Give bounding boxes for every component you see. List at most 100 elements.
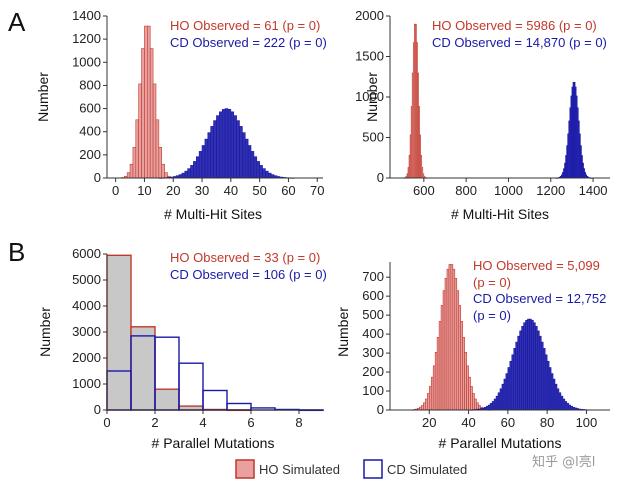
y-tick-label: 5000 bbox=[72, 272, 101, 287]
panel-label-b: B bbox=[8, 237, 25, 267]
series-cd bbox=[555, 81, 593, 179]
bar bbox=[259, 165, 263, 179]
annotation-ho: HO Observed = 33 (p = 0) bbox=[170, 250, 320, 265]
chart-a-left: 0 200 400 600 800 1000 1200 1400 0 10 20 30 40 50 60 70… bbox=[35, 8, 327, 222]
bar bbox=[233, 115, 237, 179]
bar bbox=[224, 108, 229, 179]
bar bbox=[138, 83, 142, 179]
x-tick-label: 60 bbox=[501, 415, 515, 430]
x-axis-label: # Multi-Hit Sites bbox=[164, 206, 262, 222]
bar bbox=[515, 341, 518, 411]
series-ho bbox=[403, 23, 428, 179]
y-axis-label: Number bbox=[37, 307, 53, 357]
chart-b-left: 0 1000 2000 3000 4000 5000 6000 0 2 4 6 8 # Parallel… bbox=[37, 246, 327, 451]
bar bbox=[158, 147, 163, 179]
bar bbox=[178, 362, 204, 411]
bar bbox=[491, 401, 495, 411]
x-tick-label: 1000 bbox=[494, 183, 523, 198]
x-tick-label: 70 bbox=[310, 183, 324, 198]
annotation-cd: (p = 0) bbox=[473, 308, 511, 323]
legend-cd-label: CD Simulated bbox=[387, 462, 467, 477]
x-tick-label: 800 bbox=[455, 183, 477, 198]
bar bbox=[230, 111, 235, 179]
y-tick-label: 1200 bbox=[72, 31, 101, 46]
bar bbox=[239, 126, 243, 179]
annotation-ho: HO Observed = 61 (p = 0) bbox=[170, 18, 320, 33]
bar bbox=[204, 138, 209, 179]
bar bbox=[242, 132, 246, 179]
bar bbox=[207, 132, 211, 179]
y-tick-label: 1500 bbox=[355, 49, 384, 64]
x-tick-label: 100 bbox=[576, 415, 598, 430]
bar bbox=[542, 348, 546, 411]
bar bbox=[537, 330, 540, 411]
legend-cd-swatch bbox=[363, 459, 383, 479]
bar bbox=[187, 168, 191, 179]
bar bbox=[149, 48, 154, 179]
y-tick-label: 500 bbox=[362, 130, 384, 145]
legend-ho-label: HO Simulated bbox=[259, 462, 340, 477]
bar bbox=[556, 388, 560, 411]
series-cd bbox=[158, 108, 295, 179]
x-tick-label: 0 bbox=[103, 415, 110, 430]
bar bbox=[427, 393, 430, 411]
bar bbox=[529, 318, 532, 411]
bar bbox=[436, 337, 440, 411]
y-tick-label: 1000 bbox=[72, 54, 101, 69]
legend: HO Simulated CD Simulated bbox=[235, 459, 467, 479]
chart-b-right: 0 100 200 300 400 500 600 700 20 40 60 80 100 # Paral… bbox=[335, 258, 610, 451]
x-tick-label: 30 bbox=[195, 183, 209, 198]
y-tick-label: 700 bbox=[362, 269, 384, 284]
bar bbox=[505, 373, 509, 411]
x-axis-label: # Parallel Mutations bbox=[439, 435, 562, 451]
bar bbox=[144, 25, 148, 179]
y-tick-label: 1000 bbox=[355, 89, 384, 104]
bar bbox=[219, 111, 223, 179]
bar bbox=[487, 404, 491, 411]
bar bbox=[236, 120, 240, 179]
bar bbox=[126, 172, 131, 179]
annotation-ho: HO Observed = 5,099 bbox=[473, 258, 600, 273]
x-axis-label: # Multi-Hit Sites bbox=[451, 206, 549, 222]
y-axis-label: Number bbox=[364, 72, 380, 122]
annotation-cd: CD Observed = 14,870 (p = 0) bbox=[432, 35, 607, 50]
x-tick-label: 50 bbox=[252, 183, 266, 198]
bar bbox=[164, 172, 168, 179]
bar bbox=[141, 48, 145, 179]
annotation-cd: CD Observed = 106 (p = 0) bbox=[170, 267, 327, 282]
bar bbox=[495, 395, 499, 411]
bar bbox=[262, 168, 266, 179]
bar bbox=[247, 145, 252, 179]
bar bbox=[533, 322, 536, 411]
bar bbox=[546, 360, 550, 411]
bar bbox=[210, 126, 214, 179]
x-tick-label: 8 bbox=[295, 415, 302, 430]
x-tick-label: 40 bbox=[461, 415, 475, 430]
x-tick-label: 0 bbox=[112, 183, 119, 198]
bar bbox=[253, 156, 258, 179]
y-tick-label: 500 bbox=[362, 307, 384, 322]
y-tick-label: 0 bbox=[94, 402, 101, 417]
bar bbox=[221, 109, 226, 179]
bar bbox=[432, 365, 436, 411]
y-tick-label: 300 bbox=[362, 345, 384, 360]
x-tick-label: 6 bbox=[247, 415, 254, 430]
bar bbox=[550, 373, 554, 411]
bar bbox=[446, 268, 450, 411]
annotation-cd: CD Observed = 222 (p = 0) bbox=[170, 35, 327, 50]
bar bbox=[135, 119, 139, 179]
annotation-ho: (p = 0) bbox=[473, 275, 511, 290]
x-axis-label: # Parallel Mutations bbox=[152, 435, 275, 451]
bar bbox=[564, 401, 568, 411]
bar bbox=[193, 161, 197, 179]
y-tick-label: 1400 bbox=[72, 8, 101, 23]
y-tick-label: 400 bbox=[79, 124, 101, 139]
y-tick-label: 100 bbox=[362, 383, 384, 398]
panel-label-a: A bbox=[8, 7, 26, 37]
bar bbox=[256, 161, 260, 179]
bar bbox=[147, 25, 151, 179]
y-axis-label: Number bbox=[335, 307, 351, 357]
bar bbox=[474, 398, 477, 411]
bar bbox=[464, 352, 467, 411]
